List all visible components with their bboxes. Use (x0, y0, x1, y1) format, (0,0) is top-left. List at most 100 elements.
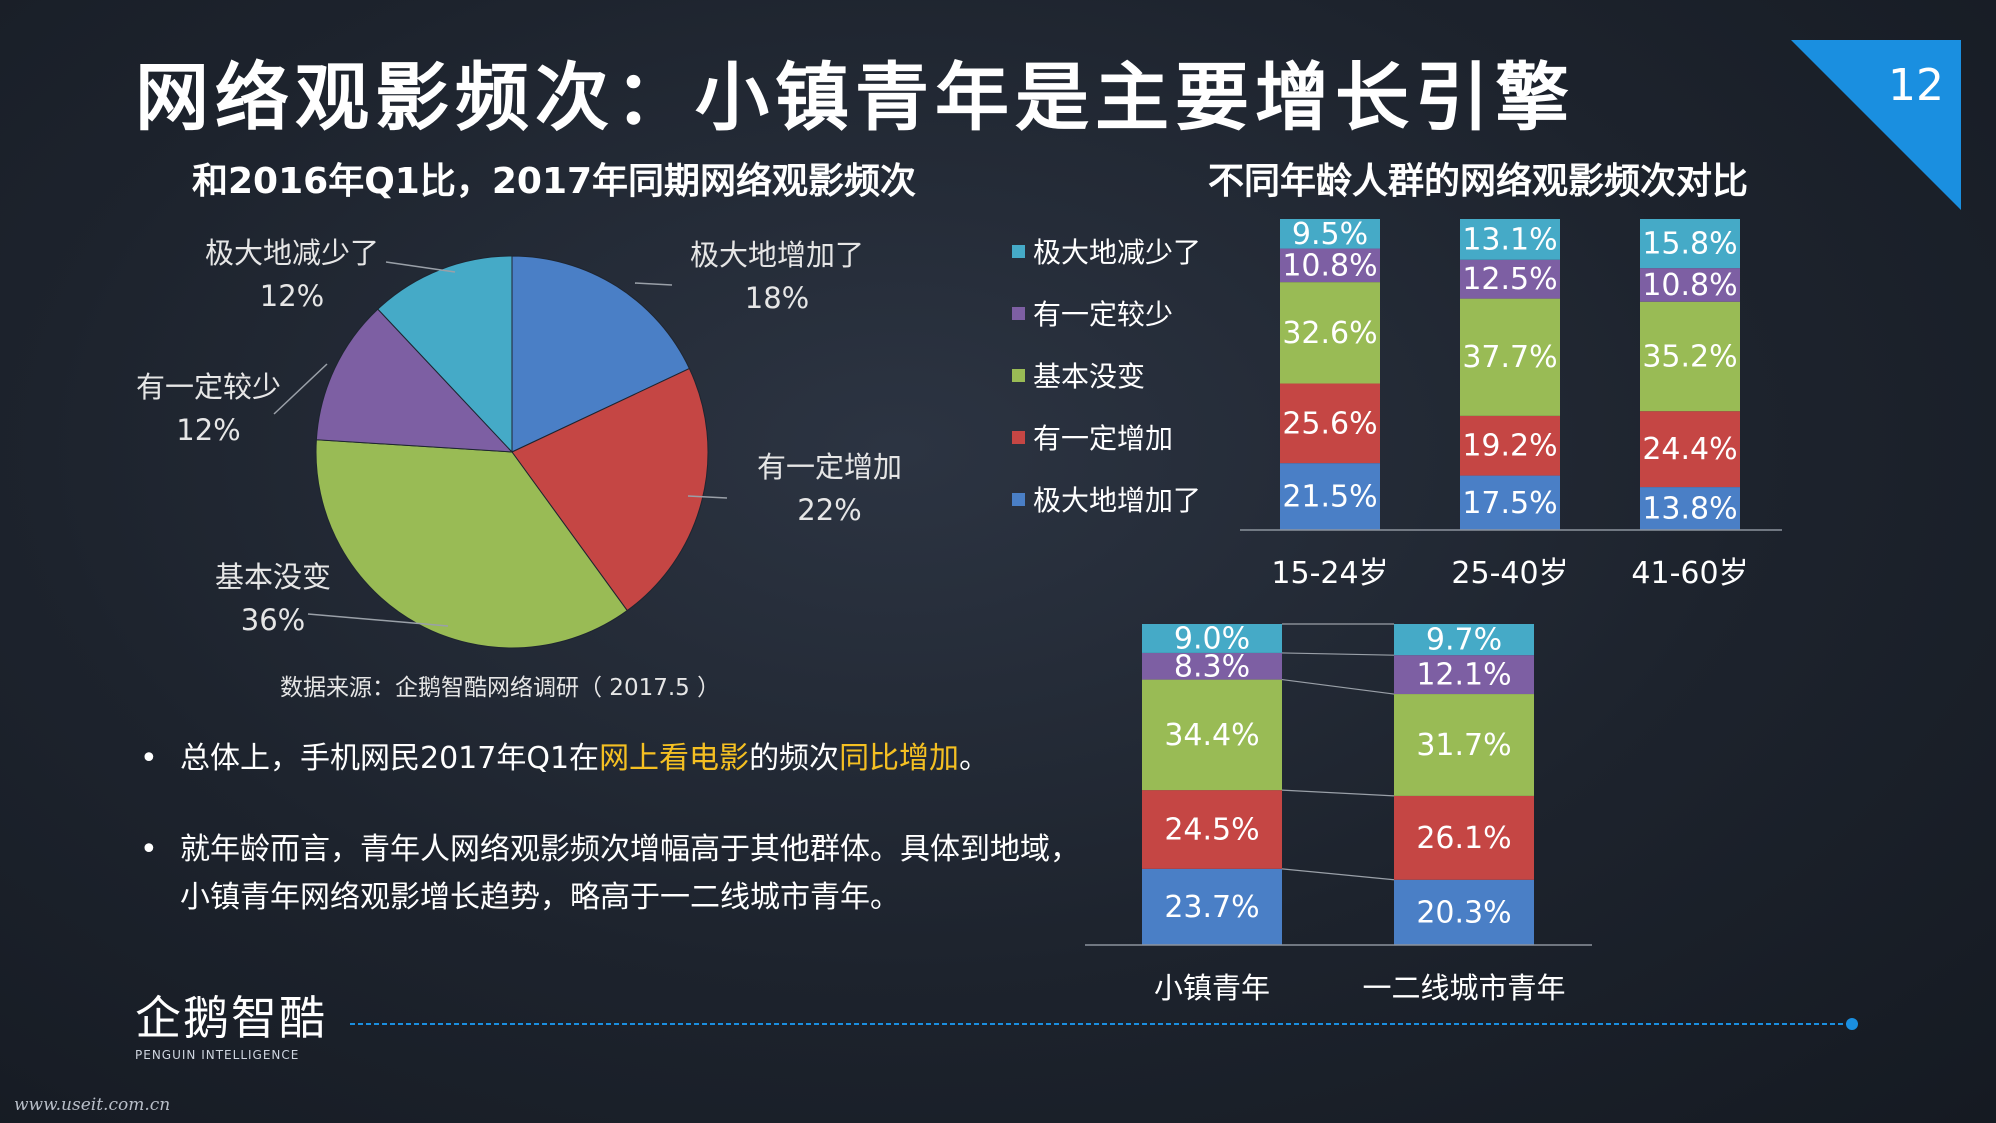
legend-item: 基本没变 (1012, 344, 1201, 406)
bar-segment (1640, 219, 1740, 269)
category-label: 一二线城市青年 (1362, 971, 1565, 1005)
bullet-text-part: 。 (959, 741, 990, 776)
bar-segment (1460, 259, 1560, 299)
bullet-text: 总体上，手机网民2017年Q1在网上看电影的频次同比增加。 (180, 735, 989, 783)
bar-data-label: 17.5% (1462, 486, 1557, 521)
bar-segment (1142, 679, 1282, 791)
pie-leader-line (273, 363, 328, 415)
pie-label-pct: 36% (240, 603, 306, 637)
corner-accent (1791, 40, 1961, 210)
watermark: www.useit.com.cn (14, 1095, 171, 1115)
logo: 企鹅智酷 PENGUIN INTELLIGENCE (135, 982, 327, 1062)
bar-data-label: 12.1% (1416, 658, 1511, 693)
pie-label-name: 极大地增加了 (690, 238, 865, 272)
series-connector-line (1281, 868, 1395, 881)
highlight-text: 网上看电影 (599, 741, 750, 776)
category-label: 25-40岁 (1451, 556, 1568, 591)
bullet-text-part: 总体上，手机网民2017年Q1在 (180, 741, 600, 776)
pie-label-name: 基本没变 (215, 560, 332, 594)
bar-segment (1640, 487, 1740, 530)
bar-data-label: 35.2% (1642, 339, 1737, 374)
bar-segment (1460, 298, 1560, 416)
category-label: 41-60岁 (1631, 556, 1748, 591)
bar-segment (1142, 624, 1282, 653)
bar-data-label: 9.7% (1426, 623, 1502, 658)
legend-item: 有一定增加 (1012, 406, 1201, 468)
bullet-text: 就年龄而言，青年人网络观影频次增幅高于其他群体。具体到地域，小镇青年网络观影增长… (180, 826, 1080, 922)
pie-label-decrease-greatly: 极大地减少了 12% (205, 232, 379, 318)
page-title: 网络观影频次：小镇青年是主要增长引擎 (135, 55, 1575, 141)
category-label: 小镇青年 (1154, 971, 1270, 1005)
pie-leader-line (385, 261, 456, 273)
pie-slice (315, 308, 514, 453)
legend-swatch (1012, 368, 1025, 382)
bar-data-label: 10.8% (1282, 248, 1377, 283)
bullet-list: • 总体上，手机网民2017年Q1在网上看电影的频次同比增加。 • 就年龄而言，… (140, 735, 1080, 922)
pie-label-name: 有一定较少 (136, 370, 282, 404)
pie-leader-line (307, 613, 449, 627)
bar-segment (1280, 282, 1380, 384)
age-stacked-bar-chart: 21.5%25.6%32.6%10.8%9.5%15-24岁17.5%19.2%… (1240, 217, 1782, 591)
region-stacked-bar-chart: 23.7% 24.5% 34.4% 8.3%9.0% 小镇青年 20.3% 26.1% 31.… (1085, 621, 1592, 1005)
bar-data-label: 20.3% (1416, 895, 1511, 930)
pie-chart (273, 255, 728, 649)
bar-segment (1394, 655, 1534, 695)
legend-label: 极大地减少了 (1033, 236, 1202, 269)
bar-segment (1460, 219, 1560, 260)
footer-divider (350, 1018, 1858, 1030)
bar-segment (1280, 219, 1380, 249)
bar-data-label: 10.8% (1642, 268, 1737, 303)
bar-segment (1280, 383, 1380, 464)
pie-label-pct: 12% (176, 413, 241, 447)
legend-swatch (1012, 430, 1025, 444)
bar-data-label: 23.7% (1164, 890, 1259, 925)
pie-label-unchanged: 基本没变 36% (215, 556, 331, 642)
bar-segment (1640, 301, 1740, 412)
pie-label-name: 有一定增加 (757, 450, 903, 484)
legend-label: 有一定增加 (1033, 422, 1174, 455)
legend-label: 极大地增加了 (1033, 484, 1202, 517)
bar-segment (1280, 463, 1380, 530)
pie-chart-title: 和2016年Q1比，2017年同期网络观影频次 (192, 161, 917, 202)
bar-segment (1142, 652, 1282, 680)
series-connector-line (1281, 652, 1395, 656)
series-connector-line (1281, 789, 1395, 797)
bar-data-label: 34.4% (1164, 718, 1259, 753)
bar-segment (1640, 268, 1740, 302)
bar-segment (1460, 475, 1560, 530)
divider-dot (1846, 1018, 1858, 1030)
logo-text: 企鹅智酷 (135, 991, 327, 1045)
bar-segment (1142, 868, 1282, 945)
legend-item: 极大地增加了 (1012, 468, 1201, 530)
legend-swatch (1012, 492, 1025, 506)
bar-data-label: 9.5% (1292, 217, 1368, 252)
bar-data-label: 8.3% (1174, 649, 1250, 684)
series-connector-line (1281, 678, 1395, 695)
age-chart-legend: 极大地减少了 有一定较少基本没变有一定增加极大地增加了 (1012, 220, 1201, 530)
bar-data-label: 31.7% (1416, 728, 1511, 763)
highlight-text: 同比增加 (839, 741, 960, 776)
bar-segment (1460, 415, 1560, 476)
bar-data-label: 25.6% (1282, 406, 1377, 441)
bar-segment (1394, 694, 1534, 796)
bar-segment (1394, 795, 1534, 880)
legend-swatch (1012, 306, 1025, 320)
pie-label-increase-somewhat: 有一定增加 22% (757, 446, 902, 532)
bullet-dot: • (140, 832, 158, 867)
bullet-text-part: 的频次 (749, 741, 840, 776)
bar-data-label: 9.0% (1174, 621, 1250, 656)
legend-label: 基本没变 (1033, 360, 1146, 393)
data-source: 数据来源：企鹅智酷网络调研（ 2017.5 ） (280, 675, 721, 701)
legend-item: 极大地减少了 (1012, 220, 1201, 282)
pie-slice (511, 255, 691, 453)
bar-data-label: 13.8% (1642, 492, 1737, 527)
bar-data-label: 24.5% (1164, 812, 1259, 847)
category-label: 15-24岁 (1271, 556, 1388, 591)
legend-label: 有一定较少 (1033, 298, 1174, 331)
pie-leader-line (634, 282, 673, 286)
pie-slice (511, 367, 709, 612)
bullet-dot: • (140, 741, 158, 776)
bullet-item: • 就年龄而言，青年人网络观影频次增幅高于其他群体。具体到地域，小镇青年网络观影… (140, 826, 1080, 922)
bar-segment (1394, 879, 1534, 945)
pie-label-pct: 18% (744, 281, 810, 315)
